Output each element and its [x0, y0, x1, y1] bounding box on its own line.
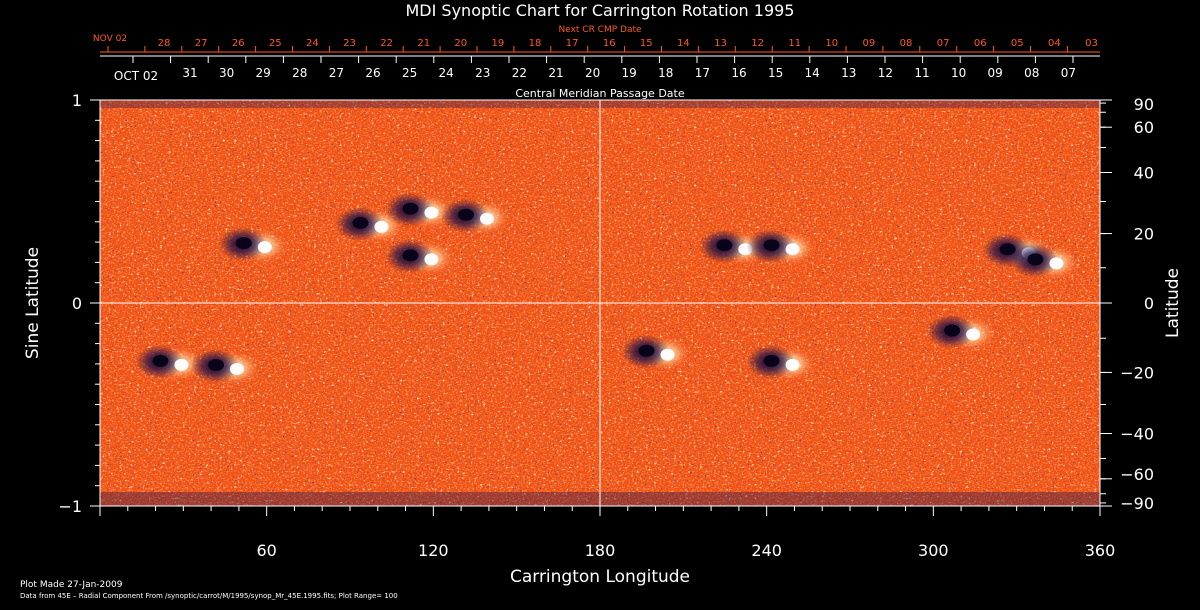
next-cr-date-label: 09: [863, 38, 876, 49]
cmp-date-label: 26: [365, 66, 380, 80]
y-axis-left-label: Sine Latitude: [23, 247, 43, 359]
cmp-date-label: 22: [512, 66, 527, 80]
y-axis-right-label: Latitude: [1163, 268, 1183, 338]
cmp-date-label: 15: [768, 66, 783, 80]
y-left-tick-label: 0: [72, 294, 82, 313]
y-axis-right: 90 60 40 20 0 −20 −40 −60 −90: [1100, 95, 1154, 513]
cmp-date-label: 23: [475, 66, 490, 80]
cmp-date-label: 28: [292, 66, 307, 80]
y-right-tick-label: −40: [1120, 424, 1154, 443]
cmp-date-label: 13: [841, 66, 856, 80]
y-left-tick-label: −1: [58, 497, 82, 516]
y-left-tick-label: 1: [72, 91, 82, 110]
cmp-date-label: 10: [951, 66, 966, 80]
next-cr-date-label: 25: [269, 38, 282, 49]
cmp-date-label: 29: [256, 66, 271, 80]
next-cr-date-label: 26: [232, 38, 245, 49]
plot-made-note: Plot Made 27-Jan-2009: [20, 580, 123, 590]
cmp-start-label: OCT 02: [114, 69, 158, 83]
x-tick-label: 60: [256, 541, 276, 560]
next-cr-date-label: 03: [1085, 38, 1098, 49]
next-cr-date-label: 20: [454, 38, 467, 49]
cmp-date-label: 07: [1061, 66, 1076, 80]
cmp-date-label: 08: [1024, 66, 1039, 80]
y-right-tick-label: −90: [1120, 494, 1154, 513]
cmp-date-label: 16: [731, 66, 746, 80]
next-cr-date-label: 18: [529, 38, 542, 49]
cmp-date-label: 18: [658, 66, 673, 80]
x-axis-label: Carrington Longitude: [510, 567, 690, 587]
next-cr-date-label: 17: [566, 38, 579, 49]
next-cr-date-label: 12: [751, 38, 764, 49]
next-cr-date-label: 23: [343, 38, 356, 49]
cmp-date-label: 09: [988, 66, 1003, 80]
active-region: [385, 239, 456, 277]
active-region: [191, 348, 261, 386]
x-tick-label: 120: [418, 541, 449, 560]
cmp-date-label: 17: [695, 66, 710, 80]
y-right-tick-label: 40: [1134, 164, 1154, 183]
next-cr-date-label: 14: [677, 38, 690, 49]
y-right-tick-label: 0: [1144, 294, 1154, 313]
next-cr-date-label: 13: [714, 38, 727, 49]
next-cr-date-label: 15: [640, 38, 653, 49]
cmp-date-label: 19: [622, 66, 637, 80]
cmp-date-label: 24: [439, 66, 454, 80]
cmp-date-label: 11: [914, 66, 929, 80]
x-tick-label: 180: [585, 541, 616, 560]
active-region: [1010, 243, 1081, 281]
next-cr-date-label: 21: [417, 38, 430, 49]
y-right-tick-label: −20: [1120, 363, 1154, 382]
next-cr-date-label: 04: [1048, 38, 1061, 49]
x-tick-label: 360: [1085, 541, 1116, 560]
x-axis: 60 120 180 240 300 360: [99, 506, 1116, 560]
y-right-tick-label: 90: [1134, 95, 1154, 114]
active-region: [927, 314, 998, 352]
cmp-date-axis: 31 30 29 28 27 26 25 24 23 22 21 20 19 18 17 16 15 14 13 12…: [132, 56, 1076, 80]
next-cr-start-label: NOV 02: [93, 34, 127, 44]
y-right-tick-label: 60: [1134, 118, 1154, 137]
active-region: [746, 229, 817, 267]
active-region: [621, 334, 692, 372]
active-region: [335, 206, 406, 244]
cmp-date-label: 12: [878, 66, 893, 80]
cmp-date-label: 27: [329, 66, 344, 80]
y-right-tick-label: 20: [1134, 225, 1154, 244]
active-region: [441, 198, 511, 236]
cmp-date-label: 20: [585, 66, 600, 80]
next-cr-date-label: 11: [788, 38, 801, 49]
next-cr-date-label: 06: [974, 38, 987, 49]
chart-title: MDI Synoptic Chart for Carrington Rotati…: [406, 1, 795, 20]
next-cr-date-label: 07: [937, 38, 950, 49]
x-tick-label: 240: [751, 541, 782, 560]
data-source-note: Data from 45E – Radial Component From /s…: [20, 592, 398, 600]
cmp-date-label: 21: [548, 66, 563, 80]
cmp-date-label: 31: [182, 66, 197, 80]
cmp-date-label: 14: [805, 66, 820, 80]
active-region: [218, 227, 289, 265]
next-cr-date-label: 08: [900, 38, 913, 49]
next-cr-date-label: 22: [380, 38, 393, 49]
active-regions: [135, 192, 1081, 386]
next-cr-date-label: 24: [306, 38, 319, 49]
cmp-axis-label: Central Meridian Passage Date: [515, 87, 684, 100]
active-region: [135, 344, 206, 382]
next-cr-date-label: 10: [825, 38, 838, 49]
cmp-date-label: 25: [402, 66, 417, 80]
active-region: [746, 344, 817, 382]
cmp-date-label: 30: [219, 66, 234, 80]
y-right-tick-label: −60: [1120, 465, 1154, 484]
next-cr-date-label: 16: [603, 38, 616, 49]
next-cr-date-label: 27: [195, 38, 208, 49]
next-cr-date-label: 19: [492, 38, 505, 49]
next-cr-axis-label: Next CR CMP Date: [558, 25, 642, 35]
x-tick-label: 300: [918, 541, 949, 560]
next-cr-date-label: 28: [158, 38, 171, 49]
next-cr-date-label: 05: [1011, 38, 1024, 49]
next-cr-axis: 28 27 26 25 24 23 22 21 20 19 18 17 16 15 14 13 12 11 10 09…: [107, 38, 1098, 52]
y-axis-left: 1 0 −1: [58, 91, 100, 516]
